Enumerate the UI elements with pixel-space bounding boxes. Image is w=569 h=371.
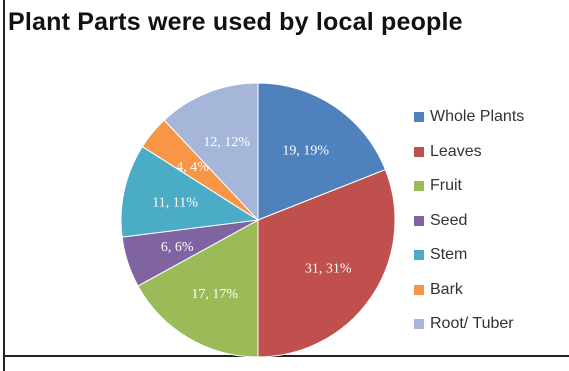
- frame-border-left: [3, 0, 5, 371]
- legend-label: Seed: [430, 211, 468, 229]
- legend-swatch: [414, 112, 424, 123]
- pie-slice-leaves: [257, 168, 396, 358]
- pie-slice-fruit: [137, 219, 259, 358]
- pie-slice-root-tuber: [163, 82, 259, 222]
- legend-item-fruit: Fruit: [414, 169, 566, 204]
- data-label-leaves: 31, 31%: [305, 262, 352, 277]
- legend-swatch: [414, 146, 424, 157]
- data-label-stem: 11, 11%: [152, 195, 198, 210]
- legend-swatch: [414, 250, 424, 261]
- legend-label: Fruit: [430, 177, 462, 195]
- legend-swatch: [414, 284, 424, 295]
- chart-title: Plant Parts were used by local people: [8, 8, 463, 36]
- frame-border-bottom: [3, 355, 569, 357]
- legend-swatch: [414, 215, 424, 226]
- data-label-whole-plants: 19, 19%: [282, 144, 329, 159]
- legend-swatch: [414, 181, 424, 192]
- legend-label: Root/ Tuber: [430, 315, 514, 333]
- pie-slice-whole-plants: [257, 82, 387, 221]
- data-label-bark: 4, 4%: [176, 160, 209, 175]
- legend-label: Stem: [430, 246, 468, 264]
- legend-label: Whole Plants: [430, 108, 525, 126]
- legend-item-whole-plants: Whole Plants: [414, 100, 566, 135]
- legend-item-root-tuber: Root/ Tuber: [414, 307, 566, 342]
- chart-legend: Whole Plants Leaves Fruit Seed Stem Bark Root/…: [414, 100, 566, 342]
- data-label-root-tuber: 12, 12%: [203, 135, 250, 150]
- legend-label: Bark: [430, 280, 463, 298]
- legend-label: Leaves: [430, 142, 482, 160]
- data-label-fruit: 17, 17%: [191, 287, 238, 302]
- legend-item-seed: Seed: [414, 204, 566, 239]
- legend-swatch: [414, 319, 424, 330]
- data-label-seed: 6, 6%: [161, 240, 194, 255]
- legend-item-stem: Stem: [414, 238, 566, 273]
- pie-slice-stem: [120, 145, 260, 238]
- legend-item-leaves: Leaves: [414, 135, 566, 170]
- legend-item-bark: Bark: [414, 273, 566, 308]
